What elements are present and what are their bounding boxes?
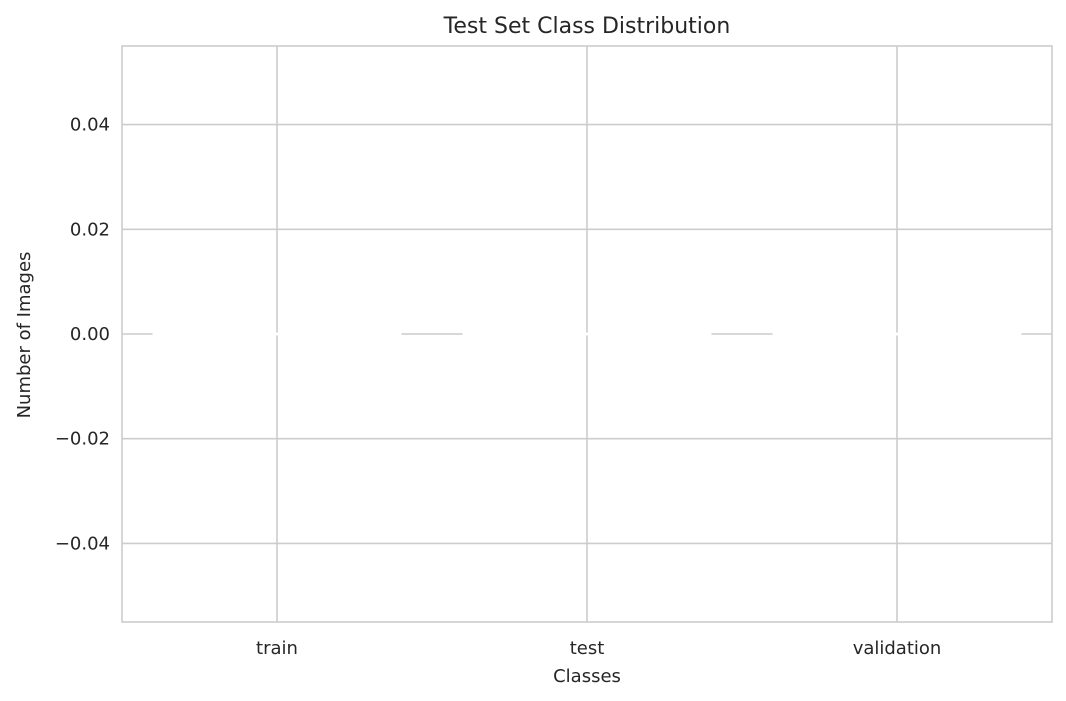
chart-title: Test Set Class Distribution: [443, 14, 731, 39]
bars: [152, 332, 1022, 336]
y-axis-label: Number of Images: [14, 252, 35, 419]
bar-train: [152, 332, 402, 336]
axes-frame: [121, 45, 1053, 623]
y-tick-label: 0.02: [70, 219, 110, 240]
y-tick-label: 0.00: [70, 324, 110, 345]
x-tick-labels: train test validation: [256, 638, 941, 659]
y-tick-label: −0.02: [55, 429, 110, 450]
plot-frame: [121, 45, 1053, 623]
x-tick-label: validation: [853, 638, 942, 659]
bar-test: [462, 332, 712, 336]
x-tick-label: train: [256, 638, 298, 659]
bar-validation: [772, 332, 1022, 336]
x-axis-label: Classes: [553, 666, 621, 687]
y-tick-label: 0.04: [70, 115, 110, 136]
y-tick-labels: 0.04 0.02 0.00 −0.02 −0.04: [55, 115, 110, 555]
x-tick-label: test: [570, 638, 605, 659]
y-tick-label: −0.04: [55, 533, 110, 554]
